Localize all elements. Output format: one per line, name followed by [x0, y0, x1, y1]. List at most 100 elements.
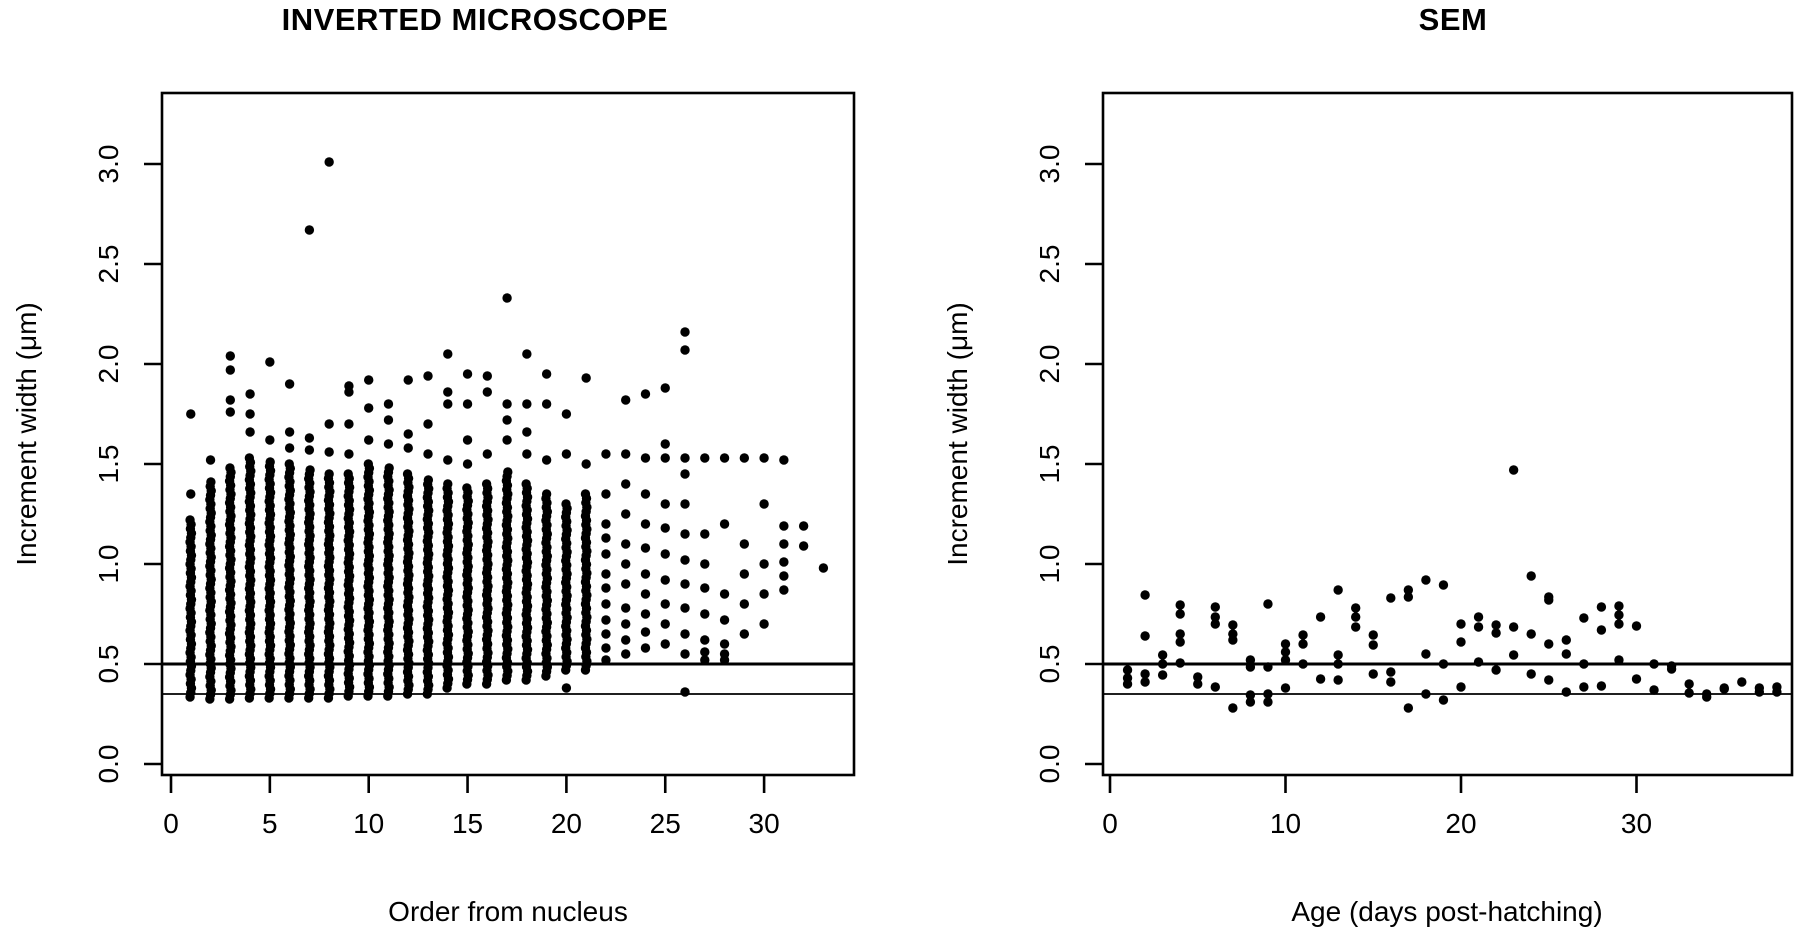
data-point-sem: [1175, 609, 1185, 619]
data-point-inverted-microscope: [680, 327, 690, 337]
data-point-inverted-microscope: [640, 543, 651, 553]
data-point-inverted-microscope: [680, 603, 690, 613]
data-point-sem: [1351, 603, 1361, 613]
x-axis-label-right: Age (days post-hatching): [1291, 896, 1603, 927]
data-point-sem: [1473, 622, 1484, 632]
data-point-inverted-microscope: [700, 635, 710, 645]
data-point-inverted-microscope: [324, 447, 334, 457]
data-point-inverted-microscope: [680, 345, 690, 355]
data-point-sem: [1210, 619, 1221, 629]
data-point-inverted-microscope: [522, 449, 532, 459]
data-point-sem: [1473, 657, 1484, 667]
data-point-sem: [1561, 649, 1572, 659]
data-point-inverted-microscope: [700, 655, 710, 665]
data-point-inverted-microscope: [364, 375, 374, 385]
data-point-inverted-microscope: [739, 539, 750, 549]
data-point-inverted-microscope: [779, 585, 789, 595]
y-tick-label-sem: 0.5: [1034, 645, 1065, 684]
x-tick-label-inverted-microscope: 10: [353, 808, 384, 839]
data-point-inverted-microscope: [700, 583, 710, 593]
data-point-inverted-microscope: [739, 629, 750, 639]
data-point-inverted-microscope: [680, 579, 690, 589]
data-point-inverted-microscope: [640, 389, 651, 399]
data-point-inverted-microscope: [502, 399, 512, 409]
data-point-inverted-microscope: [719, 649, 730, 659]
data-point-inverted-microscope: [739, 569, 750, 579]
data-point-sem: [1122, 665, 1133, 675]
data-point-sem: [1210, 602, 1221, 612]
data-point-inverted-microscope: [541, 369, 552, 379]
data-point-inverted-microscope: [660, 383, 670, 393]
data-point-sem: [1508, 650, 1519, 660]
data-point-sem: [1438, 580, 1449, 590]
data-point-inverted-microscope: [759, 559, 769, 569]
data-point-sem: [1333, 675, 1343, 685]
data-point-inverted-microscope: [660, 619, 670, 629]
data-point-inverted-microscope: [541, 455, 552, 465]
data-point-inverted-microscope: [700, 453, 710, 463]
data-point-sem: [1421, 689, 1431, 699]
data-point-inverted-microscope: [304, 445, 315, 455]
data-point-inverted-microscope: [225, 407, 236, 417]
data-point-inverted-microscope: [621, 395, 631, 405]
data-point-sem: [1210, 612, 1221, 622]
data-point-inverted-microscope: [640, 519, 651, 529]
data-point-inverted-microscope: [581, 459, 591, 469]
data-point-inverted-microscope: [443, 455, 453, 465]
data-point-inverted-microscope: [284, 427, 295, 437]
data-point-sem: [1737, 677, 1747, 687]
data-point-sem: [1333, 659, 1343, 669]
data-point-sem: [1631, 621, 1642, 631]
data-point-inverted-microscope: [265, 357, 275, 367]
data-point-sem: [1403, 592, 1414, 602]
data-point-sem: [1368, 669, 1378, 679]
data-point-inverted-microscope: [660, 575, 670, 585]
data-point-sem: [1649, 659, 1659, 669]
data-point-inverted-microscope: [680, 629, 690, 639]
data-point-inverted-microscope: [601, 583, 611, 593]
data-point-sem: [1263, 689, 1273, 699]
data-point-inverted-microscope: [680, 469, 690, 479]
x-tick-label-inverted-microscope: 0: [163, 808, 179, 839]
x-tick-label-inverted-microscope: 30: [749, 808, 780, 839]
data-point-inverted-microscope: [719, 589, 730, 599]
data-point-inverted-microscope: [561, 499, 571, 509]
data-point-inverted-microscope: [779, 455, 789, 465]
data-point-inverted-microscope: [601, 449, 611, 459]
data-point-sem: [1210, 682, 1221, 692]
data-point-sem: [1491, 665, 1501, 675]
data-point-inverted-microscope: [798, 541, 809, 551]
data-point-inverted-microscope: [759, 499, 769, 509]
data-point-inverted-microscope: [344, 449, 354, 459]
data-point-inverted-microscope: [779, 521, 789, 531]
data-point-sem: [1544, 639, 1554, 649]
data-point-inverted-microscope: [364, 435, 374, 445]
data-point-inverted-microscope: [680, 529, 690, 539]
data-point-sem: [1491, 620, 1501, 630]
x-tick-label-sem: 20: [1445, 808, 1476, 839]
data-point-sem: [1473, 612, 1484, 622]
data-point-inverted-microscope: [601, 655, 611, 665]
data-point-sem: [1315, 612, 1326, 622]
data-point-inverted-microscope: [344, 419, 354, 429]
data-point-sem: [1193, 679, 1203, 689]
data-point-sem: [1140, 677, 1150, 687]
data-point-sem: [1561, 687, 1572, 697]
data-point-sem: [1403, 585, 1414, 595]
data-point-inverted-microscope: [284, 379, 295, 389]
data-point-sem: [1456, 682, 1466, 692]
y-tick-label-inverted-microscope: 0.0: [93, 745, 124, 784]
data-point-inverted-microscope: [284, 459, 294, 469]
data-point-sem: [1526, 629, 1536, 639]
data-point-inverted-microscope: [521, 479, 531, 489]
y-tick-label-inverted-microscope: 3.0: [93, 145, 124, 184]
data-point-inverted-microscope: [601, 643, 611, 653]
data-point-sem: [1579, 613, 1589, 623]
data-point-inverted-microscope: [621, 559, 631, 569]
plot-box-sem: [1101, 91, 1794, 777]
data-point-inverted-microscope: [759, 619, 769, 629]
y-tick-label-inverted-microscope: 2.0: [93, 345, 124, 384]
data-point-inverted-microscope: [621, 479, 631, 489]
data-point-inverted-microscope: [779, 571, 789, 581]
data-point-inverted-microscope: [640, 589, 651, 599]
